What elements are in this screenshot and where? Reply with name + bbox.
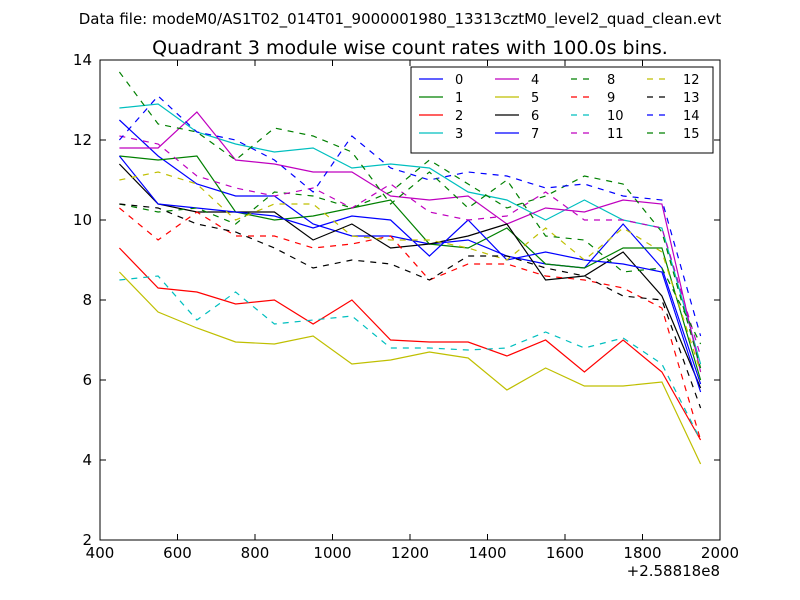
y-tick-label: 4 <box>82 451 92 469</box>
y-tick-label: 12 <box>73 131 92 149</box>
legend-label-8: 8 <box>607 73 615 88</box>
series-line-8 <box>119 159 702 369</box>
x-offset-label: +2.58818e8 <box>627 562 720 580</box>
plot-area: 400 600 800 1000 1200 1400 1600 1800 20002468101… <box>73 51 739 562</box>
series-line-5 <box>118 271 702 465</box>
series-line-9 <box>119 207 702 441</box>
legend-label-6: 6 <box>531 109 539 124</box>
series-line-11 <box>119 135 702 357</box>
series-line-7 <box>118 155 702 393</box>
legend-label-12: 12 <box>683 73 700 88</box>
legend-label-7: 7 <box>531 127 539 142</box>
y-tick-label: 2 <box>82 531 92 549</box>
x-tick-label: 1400 <box>468 544 506 562</box>
legend-box <box>410 66 714 154</box>
legend-label-1: 1 <box>455 91 463 106</box>
series-line-2 <box>118 247 702 441</box>
x-tick-label: 600 <box>163 544 192 562</box>
x-tick-label: 1800 <box>623 544 661 562</box>
legend-label-4: 4 <box>531 73 539 88</box>
x-tick-label: 800 <box>241 544 270 562</box>
legend-label-10: 10 <box>607 109 624 124</box>
series-line-3 <box>119 103 702 365</box>
x-tick-label: 400 <box>86 544 115 562</box>
legend-label-11: 11 <box>607 127 624 142</box>
legend-label-14: 14 <box>683 109 700 124</box>
series-line-4 <box>119 111 702 373</box>
legend-label-2: 2 <box>455 109 463 124</box>
legend-label-3: 3 <box>455 127 463 142</box>
series-line-1 <box>119 155 702 381</box>
y-tick-label: 6 <box>82 371 92 389</box>
x-tick-label: 1000 <box>313 544 351 562</box>
y-tick-label: 10 <box>73 211 92 229</box>
legend-label-15: 15 <box>683 127 700 142</box>
series-line-15 <box>118 71 702 345</box>
x-tick-label: 1200 <box>391 544 429 562</box>
series-line-0 <box>118 119 702 385</box>
x-tick-label: 2000 <box>701 544 739 562</box>
chart-title: Quadrant 3 module wise count rates with … <box>152 37 668 59</box>
data-file-header: Data file: modeM0/AS1T02_014T01_90000019… <box>79 10 722 29</box>
y-tick-label: 8 <box>82 291 92 309</box>
legend-label-0: 0 <box>455 73 463 88</box>
legend-label-9: 9 <box>607 91 615 106</box>
series-line-10 <box>119 275 702 441</box>
x-tick-label: 1600 <box>546 544 584 562</box>
legend-label-13: 13 <box>683 91 700 106</box>
series-line-13 <box>119 203 702 409</box>
series-line-6 <box>118 163 702 389</box>
legend-label-5: 5 <box>531 91 539 106</box>
y-tick-label: 14 <box>73 51 92 69</box>
